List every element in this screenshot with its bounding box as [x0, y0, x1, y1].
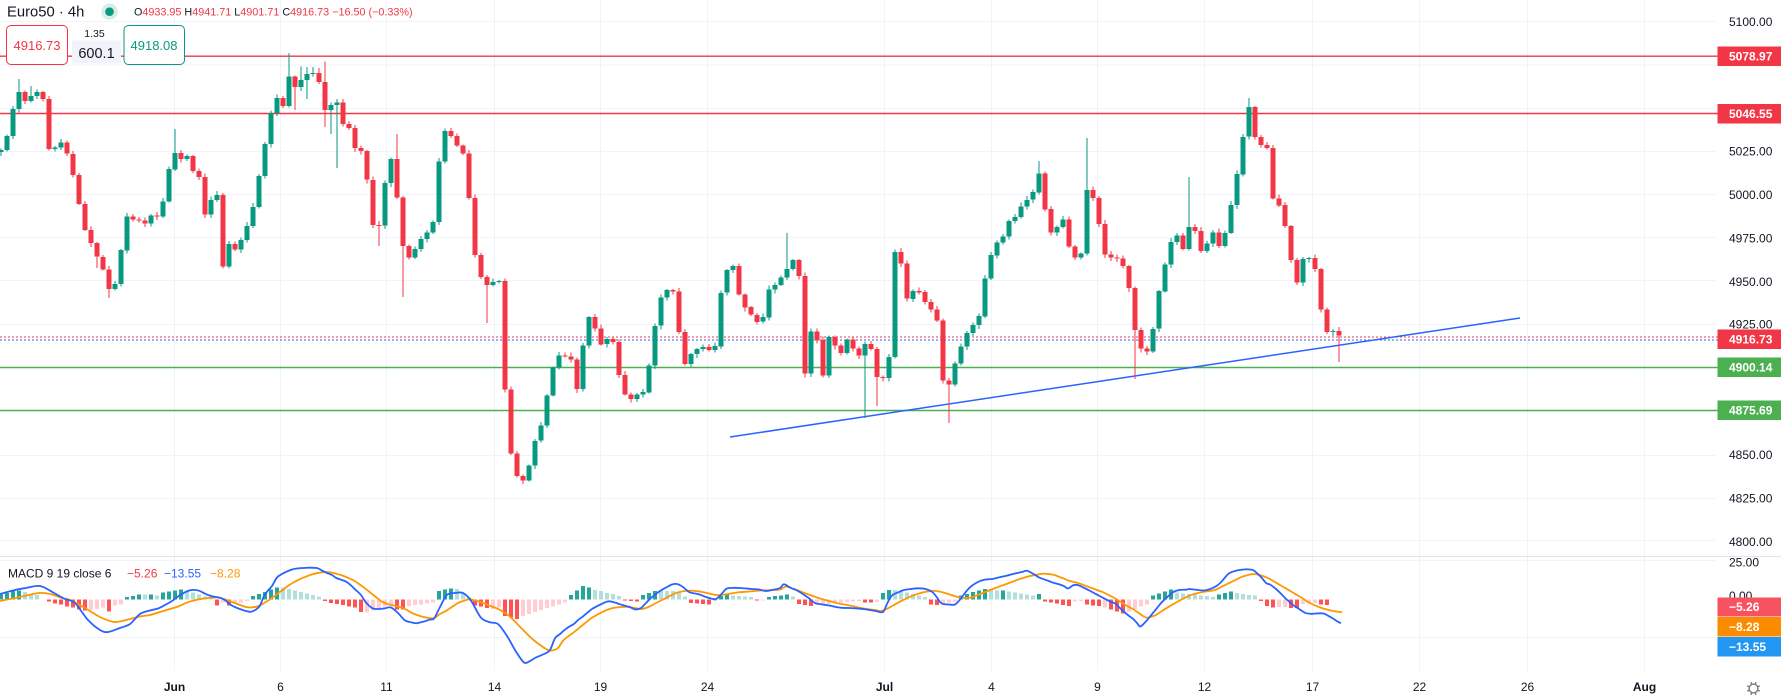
svg-text:12: 12 [1198, 680, 1212, 694]
svg-text:Jul: Jul [876, 680, 893, 694]
svg-text:O4933.95 H4941.71 L4901.71 C49: O4933.95 H4941.71 L4901.71 C4916.73 −16.… [134, 7, 413, 19]
svg-text:9: 9 [1094, 680, 1101, 694]
svg-text:4825.00: 4825.00 [1729, 492, 1773, 506]
svg-text:600.1: 600.1 [78, 46, 114, 62]
svg-text:11: 11 [380, 680, 393, 694]
svg-text:4850.00: 4850.00 [1729, 448, 1773, 462]
svg-text:−13.55: −13.55 [164, 567, 201, 581]
svg-text:5000.00: 5000.00 [1729, 188, 1773, 202]
svg-text:4875.69: 4875.69 [1729, 403, 1773, 417]
svg-text:Jun: Jun [164, 680, 185, 694]
svg-text:4918.08: 4918.08 [131, 38, 178, 53]
svg-text:−8.28: −8.28 [210, 567, 241, 581]
svg-text:25.00: 25.00 [1729, 556, 1759, 570]
svg-text:22: 22 [1413, 680, 1427, 694]
svg-text:17: 17 [1306, 680, 1320, 694]
svg-text:−8.28: −8.28 [1729, 620, 1760, 634]
svg-text:1.35: 1.35 [84, 28, 105, 40]
svg-text:4: 4 [988, 680, 995, 694]
svg-text:5046.55: 5046.55 [1729, 107, 1773, 121]
svg-text:5078.97: 5078.97 [1729, 50, 1773, 64]
svg-text:Euro50 · 4h: Euro50 · 4h [7, 5, 84, 21]
svg-text:−5.26: −5.26 [127, 567, 158, 581]
svg-text:−13.55: −13.55 [1729, 640, 1766, 654]
svg-text:4916.73: 4916.73 [1729, 332, 1773, 346]
svg-text:5100.00: 5100.00 [1729, 15, 1773, 29]
svg-text:4950.00: 4950.00 [1729, 275, 1773, 289]
svg-text:4925.00: 4925.00 [1729, 318, 1773, 332]
svg-text:MACD 9 19 close 6: MACD 9 19 close 6 [8, 567, 112, 581]
svg-text:4975.00: 4975.00 [1729, 232, 1773, 246]
svg-text:26: 26 [1521, 680, 1535, 694]
svg-text:Aug: Aug [1633, 680, 1656, 694]
svg-text:4916.73: 4916.73 [14, 38, 61, 53]
svg-text:6: 6 [277, 680, 284, 694]
svg-text:−5.26: −5.26 [1729, 600, 1760, 614]
svg-text:14: 14 [488, 680, 502, 694]
svg-text:4900.14: 4900.14 [1729, 360, 1773, 374]
svg-text:5025.00: 5025.00 [1729, 145, 1773, 159]
svg-text:24: 24 [701, 680, 715, 694]
svg-text:4800.00: 4800.00 [1729, 535, 1773, 549]
svg-text:19: 19 [594, 680, 608, 694]
